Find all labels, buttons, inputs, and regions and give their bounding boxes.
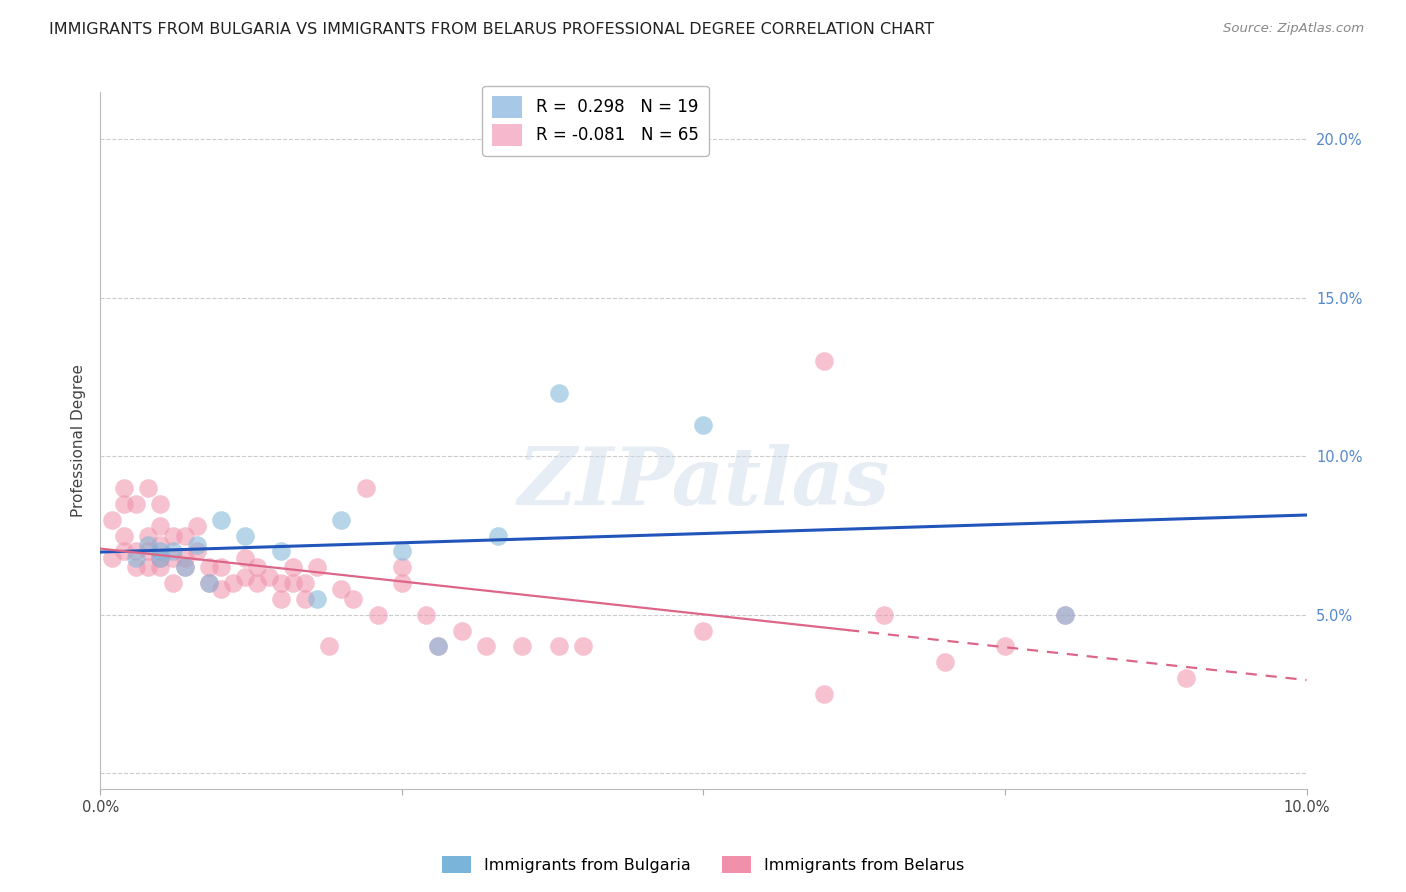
Point — [149, 519, 172, 533]
Point — [149, 560, 172, 574]
Point — [426, 640, 449, 654]
Text: Source: ZipAtlas.com: Source: ZipAtlas.com — [1223, 22, 1364, 36]
Point — [162, 576, 184, 591]
Point — [209, 513, 232, 527]
Point — [138, 560, 160, 574]
Text: ZIPatlas: ZIPatlas — [517, 443, 890, 521]
Point — [101, 513, 124, 527]
Point — [125, 497, 148, 511]
Point — [451, 624, 474, 638]
Point — [813, 687, 835, 701]
Point — [233, 550, 256, 565]
Point — [873, 607, 896, 622]
Point — [283, 576, 305, 591]
Point — [692, 417, 714, 432]
Point — [173, 560, 195, 574]
Point — [186, 538, 208, 552]
Point — [1054, 607, 1077, 622]
Legend: Immigrants from Bulgaria, Immigrants from Belarus: Immigrants from Bulgaria, Immigrants fro… — [436, 849, 970, 880]
Point — [512, 640, 534, 654]
Point — [571, 640, 593, 654]
Point — [246, 576, 269, 591]
Point — [162, 544, 184, 558]
Point — [257, 570, 280, 584]
Point — [125, 550, 148, 565]
Point — [294, 576, 316, 591]
Point — [186, 544, 208, 558]
Point — [149, 544, 172, 558]
Point — [112, 528, 135, 542]
Point — [391, 576, 413, 591]
Point — [112, 544, 135, 558]
Text: IMMIGRANTS FROM BULGARIA VS IMMIGRANTS FROM BELARUS PROFESSIONAL DEGREE CORRELAT: IMMIGRANTS FROM BULGARIA VS IMMIGRANTS F… — [49, 22, 935, 37]
Point — [367, 607, 389, 622]
Point — [197, 560, 219, 574]
Point — [934, 656, 956, 670]
Point — [318, 640, 340, 654]
Point — [426, 640, 449, 654]
Point — [197, 576, 219, 591]
Point — [209, 560, 232, 574]
Point — [233, 528, 256, 542]
Point — [1054, 607, 1077, 622]
Point — [246, 560, 269, 574]
Point — [415, 607, 437, 622]
Point — [307, 560, 329, 574]
Point — [222, 576, 245, 591]
Point — [138, 544, 160, 558]
Point — [162, 550, 184, 565]
Point — [547, 640, 569, 654]
Point — [173, 550, 195, 565]
Point — [486, 528, 509, 542]
Point — [307, 591, 329, 606]
Point — [149, 497, 172, 511]
Point — [173, 528, 195, 542]
Point — [692, 624, 714, 638]
Point — [197, 576, 219, 591]
Point — [547, 385, 569, 400]
Point — [173, 560, 195, 574]
Legend: R =  0.298   N = 19, R = -0.081   N = 65: R = 0.298 N = 19, R = -0.081 N = 65 — [482, 87, 709, 155]
Point — [391, 560, 413, 574]
Point — [270, 576, 292, 591]
Point — [138, 481, 160, 495]
Point — [354, 481, 377, 495]
Point — [112, 497, 135, 511]
Point — [813, 354, 835, 368]
Point — [475, 640, 498, 654]
Point — [112, 481, 135, 495]
Point — [283, 560, 305, 574]
Point — [125, 560, 148, 574]
Point — [330, 582, 353, 597]
Point — [149, 550, 172, 565]
Point — [270, 591, 292, 606]
Point — [391, 544, 413, 558]
Point — [125, 544, 148, 558]
Point — [138, 538, 160, 552]
Point — [270, 544, 292, 558]
Point — [994, 640, 1017, 654]
Point — [294, 591, 316, 606]
Point — [149, 538, 172, 552]
Point — [1174, 671, 1197, 685]
Point — [186, 519, 208, 533]
Y-axis label: Professional Degree: Professional Degree — [72, 364, 86, 517]
Point — [149, 550, 172, 565]
Point — [342, 591, 364, 606]
Point — [209, 582, 232, 597]
Point — [138, 528, 160, 542]
Point — [330, 513, 353, 527]
Point — [101, 550, 124, 565]
Point — [162, 528, 184, 542]
Point — [233, 570, 256, 584]
